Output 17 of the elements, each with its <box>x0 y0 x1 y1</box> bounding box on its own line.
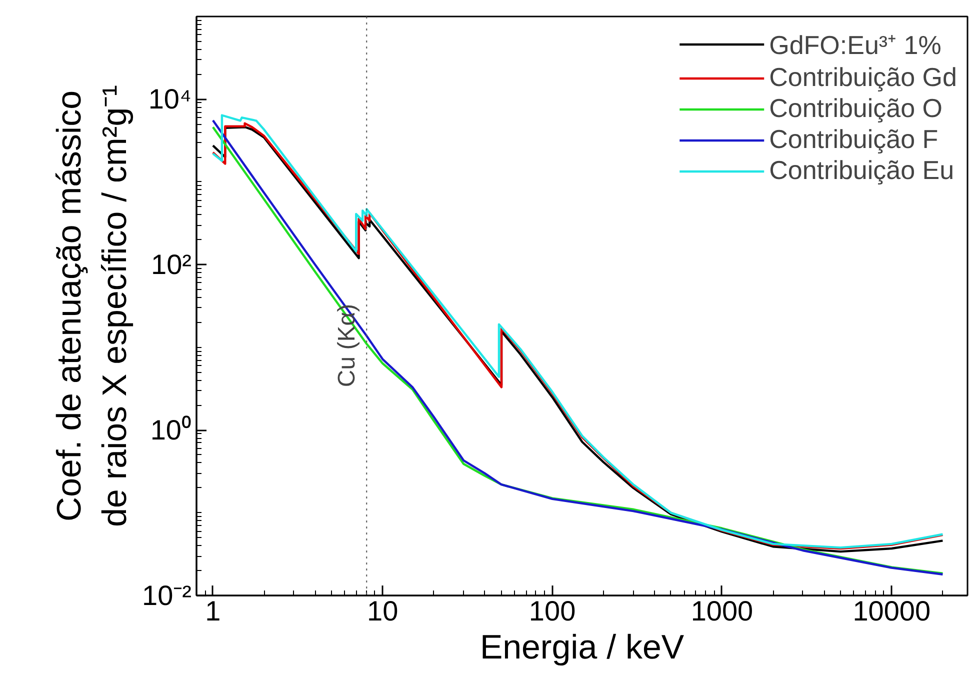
x-tick-label: 1000 <box>690 596 754 626</box>
legend-label: Contribuição Eu <box>769 155 954 186</box>
y-axis-title: Coef. de atenuação mássico de raios X específico / cm²g⁻¹ <box>50 85 134 527</box>
x-tick-label: 10 <box>367 596 398 626</box>
y-tick-label: 10⁻² <box>142 580 192 611</box>
y-tick-label: 10⁰ <box>150 414 192 446</box>
y-tick-label: 10² <box>151 249 192 280</box>
x-tick-label: 1 <box>205 596 221 626</box>
x-axis-title: Energia / keV <box>480 628 684 666</box>
legend-label: Contribuição F <box>769 124 938 155</box>
x-tick-label: 100 <box>528 596 576 626</box>
legend-label: Contribuição O <box>769 93 943 124</box>
ref-line-label: Cu (Kα) <box>334 304 361 388</box>
y-tick-label: 10⁴ <box>148 84 192 115</box>
legend-label: Contribuição Gd <box>769 62 957 93</box>
legend-label: GdFO:Eu³⁺ 1% <box>769 29 942 62</box>
x-tick-label: 10000 <box>852 596 931 626</box>
